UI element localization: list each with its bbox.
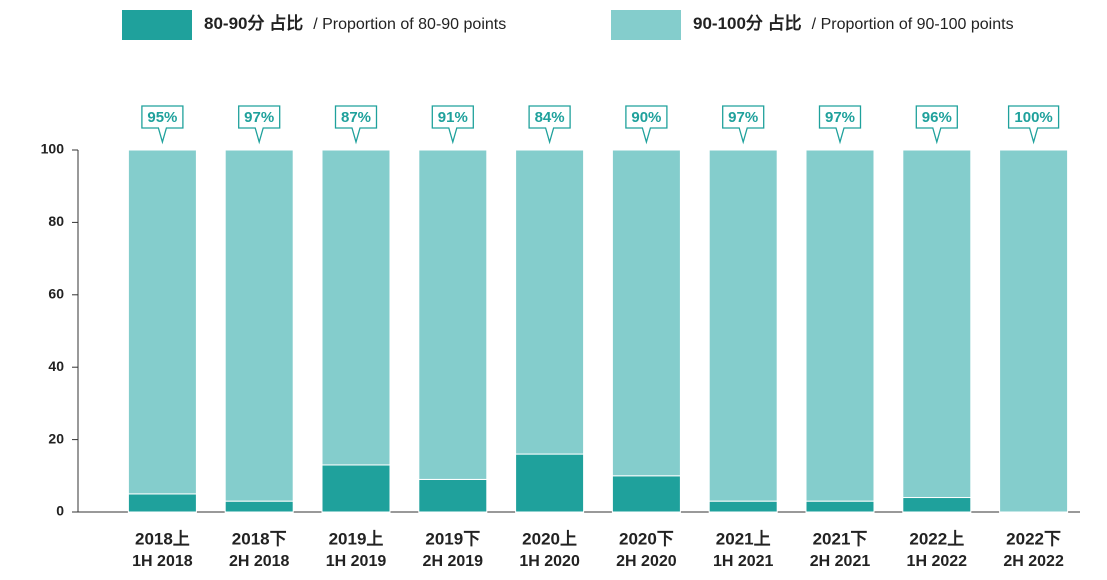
x-tick-label: 2018下 (232, 529, 287, 548)
data-label: 84% (535, 109, 565, 126)
legend-label: 80-90分 占比 / Proportion of 80-90 points (204, 13, 506, 33)
bar-segment (127, 149, 197, 495)
bar-segment (515, 453, 585, 513)
data-label: 97% (825, 109, 855, 126)
legend-name: 80-90分 占比 (204, 13, 303, 33)
bar-segment (805, 500, 875, 513)
bar-segment (611, 149, 681, 477)
label-callout (431, 105, 474, 145)
bar-segment (708, 500, 778, 513)
x-tick-label-en: 2H 2021 (810, 553, 871, 570)
x-tick-label-en: 2H 2020 (616, 553, 677, 570)
label-callout (818, 105, 862, 145)
label-callout (1007, 105, 1060, 145)
x-tick-label: 2021下 (813, 529, 868, 548)
y-tick-label: 100 (41, 141, 65, 157)
legend-swatch (122, 10, 192, 40)
bar-segment (321, 464, 391, 513)
data-label: 97% (728, 109, 758, 126)
x-tick-label: 2022下 (1006, 529, 1061, 548)
label-callout (722, 105, 765, 145)
label-callout (915, 105, 958, 145)
data-label: 96% (922, 109, 952, 126)
bar-segment (418, 478, 488, 513)
data-label: 90% (631, 109, 661, 126)
x-tick-label: 2019下 (425, 529, 480, 548)
x-tick-label-en: 2H 2022 (1003, 553, 1064, 570)
legend-swatch (611, 10, 681, 40)
bar-segment (902, 149, 972, 499)
bar-segment (999, 149, 1069, 513)
y-tick-label: 60 (48, 286, 64, 302)
data-label: 97% (244, 109, 274, 126)
bar-segment (224, 149, 294, 502)
x-tick-label-en: 1H 2020 (519, 553, 580, 570)
y-tick-label: 0 (56, 503, 64, 519)
x-tick-label-en: 1H 2019 (326, 553, 387, 570)
data-label: 95% (147, 109, 177, 126)
bar-segment (224, 500, 294, 513)
x-tick-label-en: 1H 2021 (713, 553, 774, 570)
label-callout (528, 105, 571, 145)
bar-segment (902, 497, 972, 513)
bar-segment (515, 149, 585, 455)
label-callout (141, 105, 184, 145)
legend-name: 90-100分 占比 (693, 13, 802, 33)
x-tick-label-en: 1H 2022 (907, 553, 968, 570)
x-tick-label: 2020下 (619, 529, 674, 548)
x-tick-label: 2022上 (909, 529, 964, 548)
y-tick-label: 40 (48, 358, 64, 374)
data-label: 91% (438, 109, 468, 126)
x-tick-label: 2019上 (329, 529, 384, 548)
x-tick-label-en: 1H 2018 (132, 553, 193, 570)
bar-segment (611, 475, 681, 513)
data-label: 87% (341, 109, 371, 126)
x-tick-label: 2020上 (522, 529, 577, 548)
bar-segment (708, 149, 778, 502)
legend-name-en: / Proportion of 90-100 points (812, 16, 1014, 33)
x-tick-label: 2018上 (135, 529, 190, 548)
x-tick-label: 2021上 (716, 529, 771, 548)
legend-name-en: / Proportion of 80-90 points (313, 16, 506, 33)
y-tick-label: 20 (48, 430, 64, 446)
label-callout (238, 105, 281, 145)
bar-segment (418, 149, 488, 480)
bar-segment (127, 493, 197, 513)
data-label: 100% (1014, 109, 1052, 126)
x-tick-label-en: 2H 2018 (229, 553, 290, 570)
x-tick-label-en: 2H 2019 (423, 553, 484, 570)
bar-segment (805, 149, 875, 502)
legend-label: 90-100分 占比 / Proportion of 90-100 points (693, 13, 1014, 33)
bar-segment (321, 149, 391, 466)
label-callout (625, 105, 668, 145)
label-callout (334, 105, 378, 145)
y-tick-label: 80 (48, 213, 64, 229)
